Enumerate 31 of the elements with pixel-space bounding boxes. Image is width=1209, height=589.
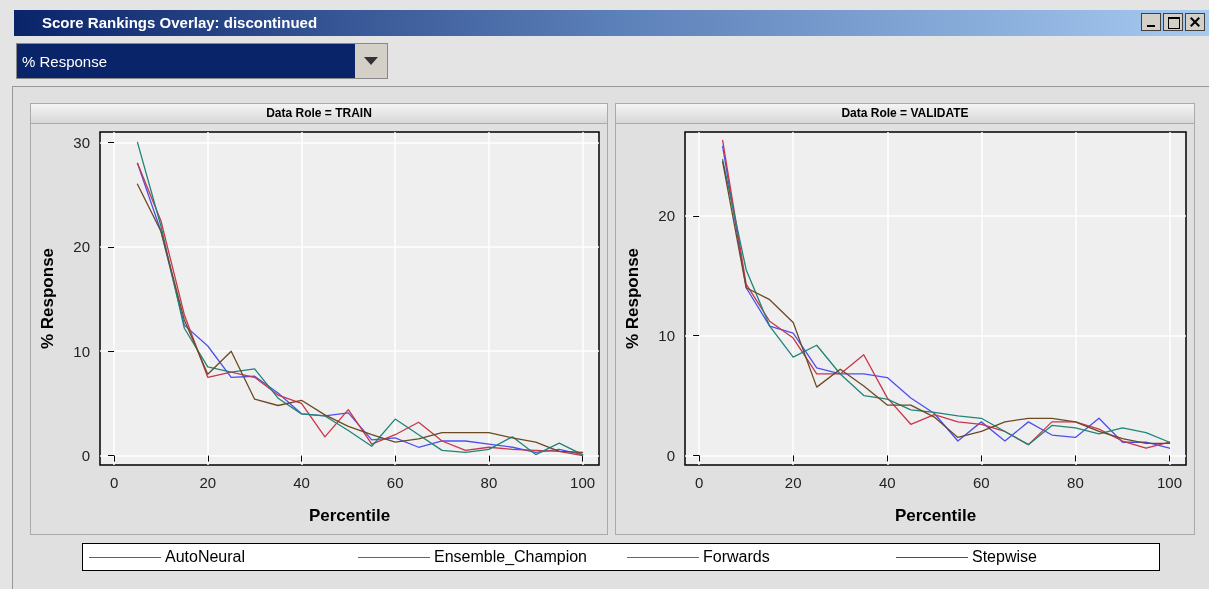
y-tick-label: 20 xyxy=(658,207,675,225)
legend-label: Stepwise xyxy=(972,548,1037,566)
y-tick-label: 0 xyxy=(81,447,90,465)
legend-label: Forwards xyxy=(703,548,770,566)
legend-label: Ensemble_Champion xyxy=(434,548,587,566)
x-tick-label: 40 xyxy=(293,474,310,491)
x-tick-label: 40 xyxy=(878,474,896,491)
x-axis-title: Percentile xyxy=(308,506,391,525)
x-tick-label: 100 xyxy=(570,474,596,491)
x-tick-label: 0 xyxy=(694,474,704,491)
chart-title: Data Role = TRAIN xyxy=(31,104,607,124)
y-axis-title: % Response xyxy=(623,247,642,350)
x-tick-label: 60 xyxy=(386,474,404,491)
y-tick-label: 20 xyxy=(73,238,90,256)
text: % Response xyxy=(22,53,108,70)
x-tick-label: 60 xyxy=(973,474,990,491)
x-tick-label: 80 xyxy=(1067,474,1084,491)
y-tick-label: 0 xyxy=(666,446,675,464)
y-tick-label: 30 xyxy=(73,133,90,151)
x-tick-label: 20 xyxy=(199,474,217,491)
x-axis-title: Percentile xyxy=(894,506,977,525)
x-tick-label: 0 xyxy=(109,474,119,491)
y-tick-label: 10 xyxy=(658,327,675,345)
x-tick-label: 100 xyxy=(1157,474,1183,491)
y-axis-title: % Response xyxy=(38,247,57,350)
text: Score Rankings Overlay: discontinued xyxy=(42,14,318,31)
x-tick-label: 80 xyxy=(480,474,498,491)
chart-title: Data Role = VALIDATE xyxy=(616,104,1194,124)
y-tick-label: 10 xyxy=(73,342,90,360)
x-tick-label: 20 xyxy=(784,474,802,491)
legend-label: AutoNeural xyxy=(165,548,246,566)
